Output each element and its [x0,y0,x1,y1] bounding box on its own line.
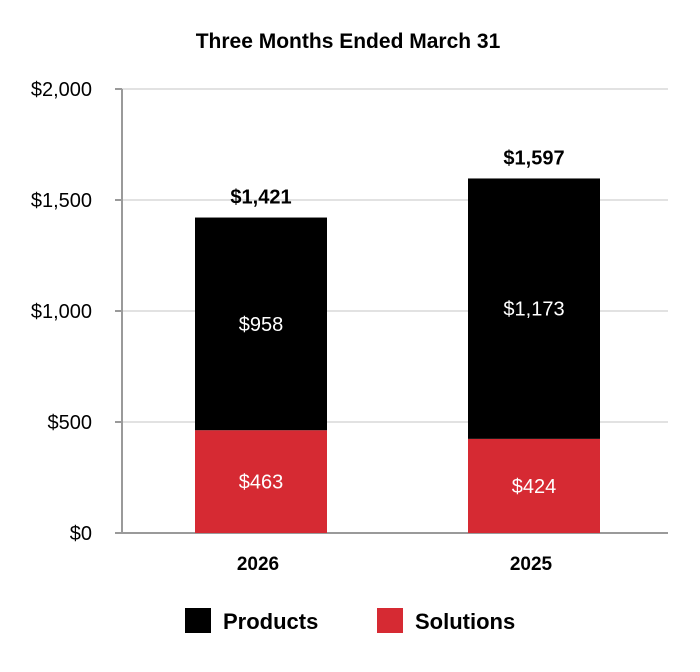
data-label-solutions-2025: $424 [512,476,557,498]
y-tick-label: $0 [70,523,92,545]
legend-label-solutions: Solutions [415,609,515,634]
data-label-products-2025: $1,173 [503,299,564,321]
axes: $0 $500 $1,000 $1,500 $2,000 2026 2025 [31,79,668,575]
y-tick-label: $1,000 [31,301,92,323]
legend: Products Solutions [185,608,515,634]
chart-title: Three Months Ended March 31 [196,30,501,53]
legend-swatch-products [185,608,211,633]
x-tick-label: 2026 [237,554,279,575]
bar-segment-solutions-2026 [195,430,327,533]
data-label-products-2026: $958 [239,314,284,336]
bars [195,178,600,533]
bar-segment-products-2025 [468,178,600,439]
data-label-solutions-2026: $463 [239,472,284,494]
y-tick-label: $500 [48,412,93,434]
bar-segment-products-2026 [195,217,327,431]
total-label-2025: $1,597 [503,147,564,169]
legend-label-products: Products [223,609,318,634]
x-tick-label: 2025 [510,554,553,575]
y-tick-label: $2,000 [31,79,92,101]
bar-segment-solutions-2025 [468,438,600,533]
data-labels: $463 $958 $1,421 $424 $1,173 $1,597 [230,147,564,497]
total-label-2026: $1,421 [230,187,291,209]
y-tick-label: $1,500 [31,190,92,212]
legend-swatch-solutions [377,608,403,633]
